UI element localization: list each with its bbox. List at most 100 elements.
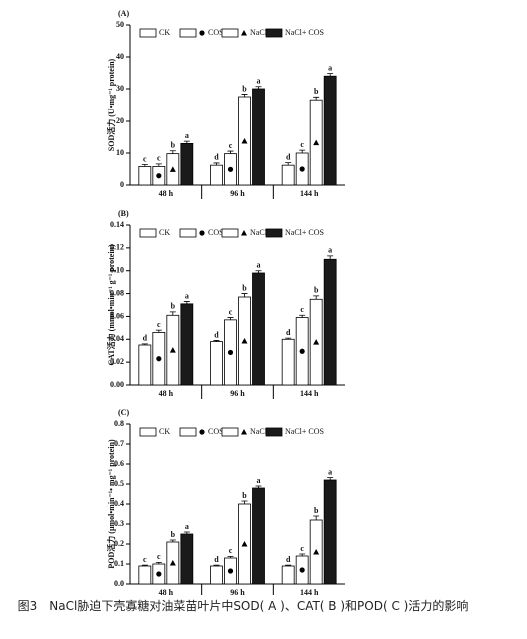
x-tick-label: 144 h [300,588,319,595]
significance-letter: a [257,77,261,86]
significance-letter: d [286,152,291,161]
y-tick-label: 0.6 [114,459,124,468]
legend-label: NaCl [250,228,268,237]
significance-letter: a [257,476,261,485]
bar-symbol [241,230,247,236]
x-tick-label: 48 h [159,389,174,398]
error-bar [169,539,176,542]
y-tick-label: 0.7 [114,439,124,448]
y-tick-label: 0 [120,180,124,189]
x-tick-label: 144 h [300,389,319,398]
bar-symbol [241,541,248,547]
legend-label: NaCl+ COS [285,28,324,37]
panel-label: (A) [118,9,129,18]
bar [210,164,223,186]
bar-symbol [169,560,176,566]
y-tick-label: 0.1 [114,559,124,568]
bar-symbol [156,173,162,179]
bar-symbol [241,429,247,435]
legend-label: CK [159,28,170,37]
legend-label: NaCl+ COS [285,427,324,436]
y-tick-label: 0.3 [114,519,124,528]
error-bar [141,343,148,345]
error-bar [255,485,262,488]
error-bar [213,340,220,342]
bar [323,479,337,585]
bar-symbol [156,356,162,362]
y-tick-label: 20 [116,116,124,125]
bar-symbol [241,338,248,344]
error-bar [183,140,190,144]
significance-letter: c [157,552,161,561]
error-bar [141,164,148,167]
error-bar [227,317,234,320]
significance-letter: a [185,522,189,531]
bar-symbol [199,230,205,236]
bar [180,533,194,585]
y-tick-label: 0.4 [114,499,124,508]
y-tick-label: 0.14 [110,220,124,229]
significance-letter: c [143,154,147,163]
error-bar [169,150,176,154]
y-axis-label: SOD活力 (U•mg⁻¹ protein) [106,58,116,151]
error-bar [169,311,176,316]
bar [210,565,223,585]
y-tick-label: 0.12 [110,243,124,252]
significance-letter: d [214,330,219,339]
significance-letter: a [185,291,189,300]
legend-label: COS [208,228,224,237]
error-bar [299,314,306,318]
legend-swatch [179,427,197,437]
significance-letter: d [286,328,291,337]
legend-swatch [265,228,283,238]
bar [323,258,337,386]
y-tick-label: 40 [116,52,124,61]
significance-letter: c [143,555,147,564]
y-tick-label: 0.0 [114,579,124,588]
bar-symbol [299,567,305,573]
error-bar [313,295,320,300]
y-tick-label: 0.06 [110,311,124,320]
bar-symbol [169,347,176,353]
bar [138,166,152,186]
legend-swatch [179,228,197,238]
bar-symbol [169,166,176,172]
significance-letter: b [171,530,176,539]
x-tick-label: 96 h [230,588,245,595]
y-tick-label: 0.04 [110,334,124,343]
bar-symbol [156,571,162,577]
x-tick-label: 48 h [159,588,174,595]
x-tick-label: 96 h [230,189,245,198]
bar-symbol [227,349,234,356]
error-bar [299,149,306,153]
y-tick-label: 0.8 [114,419,124,428]
bar [180,142,194,186]
y-tick-label: 30 [116,84,124,93]
significance-letter: a [185,131,189,140]
significance-letter: a [328,467,332,476]
caption: 图3 NaCl胁迫下壳寡糖对油菜苗叶片中SOD( A )、CAT( B )和PO… [17,599,469,613]
significance-letter: a [328,63,332,72]
significance-letter: b [314,286,319,295]
error-bar [213,564,220,566]
legend-swatch [221,228,239,238]
y-axis-label: CAT活力 (mmol•min⁻¹ g⁻¹ protein) [106,244,116,366]
bar-symbol [227,568,234,574]
significance-letter: c [157,154,161,163]
significance-letter: b [314,87,319,96]
error-bar [241,94,248,97]
significance-letter: c [300,544,304,553]
error-bar [313,515,320,520]
significance-letter: d [214,153,219,162]
panel-label: (B) [118,209,129,218]
y-tick-label: 0.08 [110,288,124,297]
y-tick-label: 0.5 [114,479,124,488]
bar [281,565,295,585]
y-tick-label: 50 [116,20,124,29]
significance-letter: c [229,307,233,316]
bar-symbol [199,429,205,435]
error-bar [183,301,190,304]
error-bar [183,531,190,534]
bar [281,164,295,186]
error-bar [155,562,162,564]
